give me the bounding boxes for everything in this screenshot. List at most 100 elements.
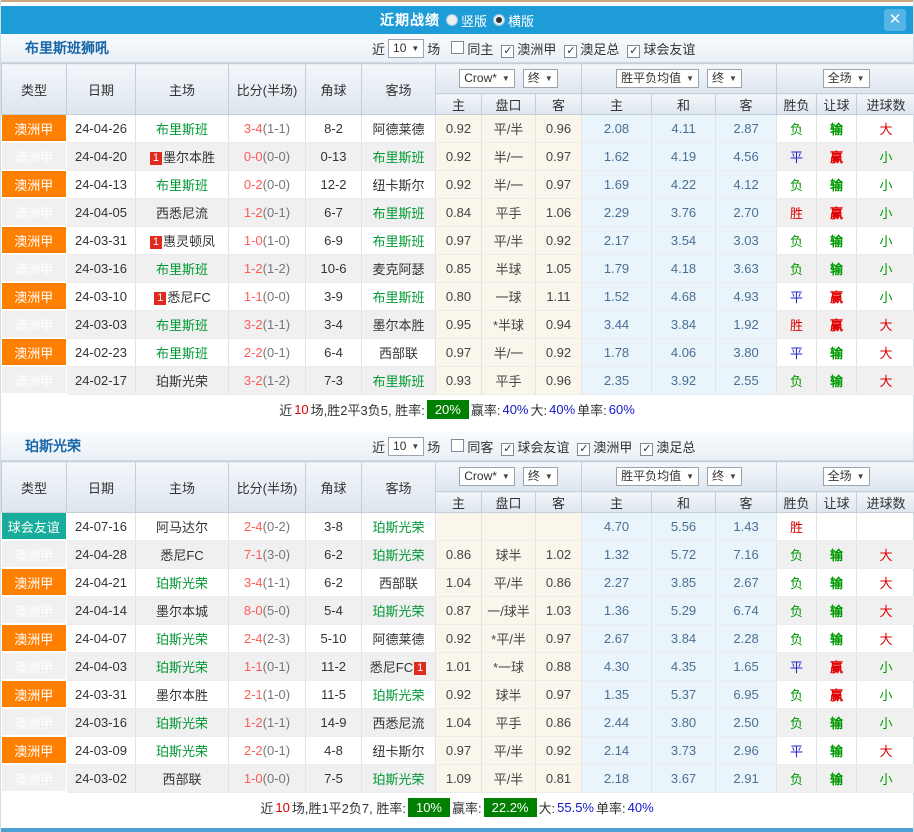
home-team-cell: 布里斯班 xyxy=(136,115,229,143)
score-cell: 1-1(0-1) xyxy=(229,652,306,680)
avg-home-cell: 1.69 xyxy=(582,170,652,198)
home-team-cell: 布里斯班 xyxy=(136,170,229,198)
away-team-cell: 麦克阿瑟 xyxy=(362,254,436,282)
home-team-cell: 墨尔本胜 xyxy=(136,680,229,708)
filter-checkbox[interactable]: ✓ xyxy=(640,443,653,456)
home-team-cell: 珀斯光荣 xyxy=(136,708,229,736)
league-cell: 澳洲甲 xyxy=(2,764,67,792)
away-team-name: 布里斯班 xyxy=(372,150,424,165)
odds-company-select[interactable]: Crow*▼ xyxy=(459,69,515,88)
avg-home-cell: 1.35 xyxy=(582,680,652,708)
odds-stage-select[interactable]: 终▼ xyxy=(523,467,558,486)
summary-text: 赢率: xyxy=(452,798,482,817)
scope-select[interactable]: 全场▼ xyxy=(823,467,870,486)
single-rate: 60% xyxy=(609,402,635,417)
away-odds-cell: 0.86 xyxy=(536,708,582,736)
avg-draw-cell: 3.67 xyxy=(652,764,716,792)
league-cell: 澳洲甲 xyxy=(2,226,67,254)
halftime-score: (0-0) xyxy=(263,771,290,786)
result-cell: 负 xyxy=(777,226,817,254)
league-cell: 澳洲甲 xyxy=(2,568,67,596)
away-odds-cell: 0.92 xyxy=(536,226,582,254)
date-cell: 24-02-17 xyxy=(67,366,136,394)
rank-badge: 1 xyxy=(154,292,166,305)
chevron-down-icon: ▼ xyxy=(729,70,737,87)
home-odds-cell xyxy=(436,513,482,541)
home-team-name: 悉尼FC xyxy=(160,548,203,563)
result-cell: 负 xyxy=(777,596,817,624)
layout-radio-horizontal[interactable]: 横版 xyxy=(493,11,534,30)
away-team-cell: 阿德莱德 xyxy=(362,115,436,143)
scope-header-cell: 全场▼ xyxy=(777,64,914,94)
date-cell: 24-04-28 xyxy=(67,540,136,568)
filter-checkbox[interactable]: ✓ xyxy=(577,443,590,456)
summary-text: 单率: xyxy=(596,798,626,817)
filter-checkbox[interactable]: ✓ xyxy=(501,443,514,456)
filter-checkbox[interactable]: ✓ xyxy=(501,45,514,58)
match-count-select[interactable]: 10▼ xyxy=(388,437,424,456)
date-cell: 24-07-16 xyxy=(67,513,136,541)
away-team-cell: 布里斯班 xyxy=(362,226,436,254)
corners-cell: 6-4 xyxy=(306,338,362,366)
avg-stage-select[interactable]: 终▼ xyxy=(707,69,742,88)
halftime-score: (0-0) xyxy=(263,177,290,192)
avg-draw-cell: 3.54 xyxy=(652,226,716,254)
halftime-score: (1-1) xyxy=(263,121,290,136)
away-team-cell: 墨尔本胜 xyxy=(362,310,436,338)
handicap-result-cell: 输 xyxy=(817,596,857,624)
handicap-win-rate: 40% xyxy=(502,402,528,417)
odds-stage-select[interactable]: 终▼ xyxy=(523,69,558,88)
odds-company-select[interactable]: Crow*▼ xyxy=(459,467,515,486)
fulltime-score: 1-2 xyxy=(244,715,263,730)
layout-radio-vertical[interactable]: 竖版 xyxy=(446,11,487,30)
away-odds-cell: 0.97 xyxy=(536,170,582,198)
filter-checkbox[interactable] xyxy=(451,41,464,54)
away-team-name: 布里斯班 xyxy=(372,234,424,249)
score-cell: 7-1(3-0) xyxy=(229,540,306,568)
avg-stage-select[interactable]: 终▼ xyxy=(707,467,742,486)
home-team-name: 墨尔本城 xyxy=(156,604,208,619)
score-cell: 2-2(0-1) xyxy=(229,736,306,764)
date-cell: 24-04-07 xyxy=(67,624,136,652)
away-team-cell: 珀斯光荣 xyxy=(362,513,436,541)
corners-cell: 7-5 xyxy=(306,764,362,792)
score-cell: 1-2(1-1) xyxy=(229,708,306,736)
halftime-score: (0-1) xyxy=(263,659,290,674)
halftime-score: (0-0) xyxy=(263,149,290,164)
avg-home-cell: 2.44 xyxy=(582,708,652,736)
away-odds-cell: 0.81 xyxy=(536,764,582,792)
col-header-away: 客场 xyxy=(362,462,436,513)
home-team-name: 布里斯班 xyxy=(156,178,208,193)
results-table-perth: 类型 日期 主场 比分(半场) 角球 客场 Crow*▼ 终▼ 胜平负均值▼ 终… xyxy=(1,461,914,793)
date-cell: 24-03-31 xyxy=(67,680,136,708)
filter-checkbox[interactable]: ✓ xyxy=(627,45,640,58)
avg-type-select[interactable]: 胜平负均值▼ xyxy=(616,467,699,486)
filter-checkbox[interactable] xyxy=(451,439,464,452)
filter-checkbox[interactable]: ✓ xyxy=(564,45,577,58)
away-team-name: 珀斯光荣 xyxy=(372,520,424,535)
select-value: 终 xyxy=(712,70,724,87)
avg-type-select[interactable]: 胜平负均值▼ xyxy=(616,69,699,88)
away-odds-cell: 0.97 xyxy=(536,624,582,652)
score-cell: 3-2(1-2) xyxy=(229,366,306,394)
result-cell: 平 xyxy=(777,282,817,310)
away-team-name: 布里斯班 xyxy=(372,374,424,389)
away-team-name: 珀斯光荣 xyxy=(372,548,424,563)
scope-select[interactable]: 全场▼ xyxy=(823,69,870,88)
match-count-select[interactable]: 10▼ xyxy=(388,39,424,58)
away-team-cell: 西部联 xyxy=(362,568,436,596)
radio-selected-icon xyxy=(493,14,505,26)
avg-home-cell: 4.30 xyxy=(582,652,652,680)
chevron-down-icon: ▼ xyxy=(857,468,865,485)
away-odds-cell: 1.05 xyxy=(536,254,582,282)
col-header-home: 主场 xyxy=(136,462,229,513)
select-value: 胜平负均值 xyxy=(621,70,681,87)
close-button[interactable]: ✕ xyxy=(884,9,906,31)
